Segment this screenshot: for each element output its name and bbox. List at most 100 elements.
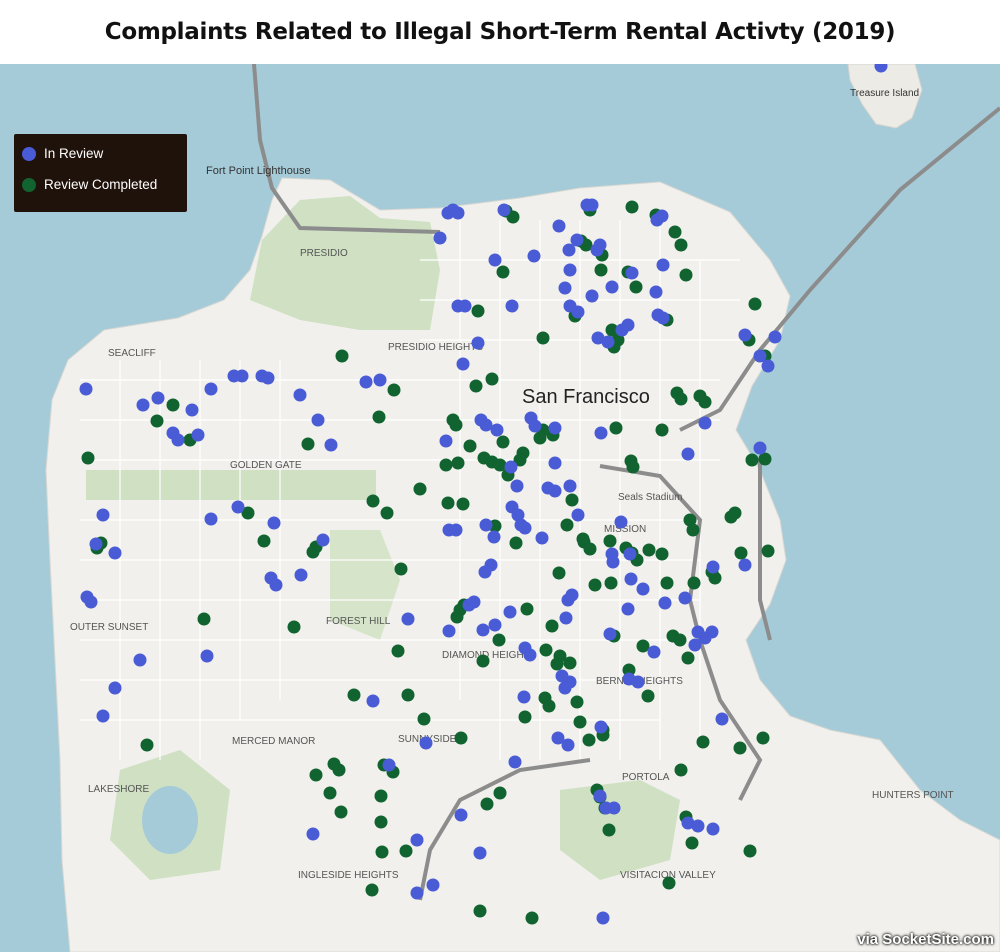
review-completed-point [748, 297, 762, 311]
in-review-point [625, 266, 639, 280]
in-review-point [497, 203, 511, 217]
review-completed-point [563, 656, 577, 670]
in-review-point [267, 516, 281, 530]
in-review-point [503, 605, 517, 619]
review-completed-point [372, 410, 386, 424]
in-review-point [505, 299, 519, 313]
in-review-point [591, 331, 605, 345]
in-review-point [681, 447, 695, 461]
review-completed-point [473, 904, 487, 918]
in-review-point [84, 595, 98, 609]
review-completed-point [380, 506, 394, 520]
label-seals-stadium: Seals Stadium [618, 492, 682, 503]
in-review-point [761, 359, 775, 373]
in-review-point [451, 206, 465, 220]
in-review-point [558, 281, 572, 295]
in-review-point [89, 537, 103, 551]
review-completed-point [454, 731, 468, 745]
in-review-point [558, 681, 572, 695]
in-review-point [678, 591, 692, 605]
review-completed-point [724, 510, 738, 524]
in-review-point [316, 533, 330, 547]
review-completed-point [496, 435, 510, 449]
in-review-point [753, 441, 767, 455]
in-review-point [488, 253, 502, 267]
in-review-point [563, 479, 577, 493]
review-completed-point [758, 452, 772, 466]
review-completed-point [655, 423, 669, 437]
san-francisco-land [45, 177, 1000, 952]
in-review-point [649, 285, 663, 299]
review-completed-point [257, 534, 271, 548]
review-completed-point [696, 735, 710, 749]
in-review-point [108, 681, 122, 695]
in-review-point [698, 416, 712, 430]
review-completed-point [399, 844, 413, 858]
review-completed-point [636, 639, 650, 653]
review-completed-point [450, 610, 464, 624]
review-completed-point [570, 695, 584, 709]
in-review-point [738, 558, 752, 572]
review-completed-point [413, 482, 427, 496]
lake [142, 786, 198, 854]
review-completed-point [626, 460, 640, 474]
in-review-point [511, 508, 525, 522]
review-completed-point [588, 578, 602, 592]
in-review-point [454, 808, 468, 822]
review-completed-point [197, 612, 211, 626]
in-review-point [605, 280, 619, 294]
review-completed-point [401, 688, 415, 702]
in-review-point [621, 602, 635, 616]
review-completed-point [309, 768, 323, 782]
in-review-point [607, 801, 621, 815]
in-review-point [563, 263, 577, 277]
review-completed-point [332, 763, 346, 777]
in-review-point [231, 500, 245, 514]
label-city: San Francisco [522, 386, 650, 408]
in-review-point [487, 530, 501, 544]
in-review-point [571, 508, 585, 522]
in-review-point [306, 827, 320, 841]
in-review-point [479, 518, 493, 532]
in-review-point [623, 547, 637, 561]
legend-item-in-review: In Review [22, 146, 103, 161]
review-completed-point [605, 323, 619, 337]
review-completed-point [655, 547, 669, 561]
review-completed-point [545, 619, 559, 633]
map-title: Complaints Related to Illegal Short-Term… [104, 19, 896, 45]
review-completed-point [509, 536, 523, 550]
review-completed-point [374, 815, 388, 829]
review-completed-point [365, 883, 379, 897]
label-mission: MISSION [604, 524, 646, 535]
legend: In Review Review Completed [14, 134, 187, 212]
in-review-point [647, 645, 661, 659]
in-review-point [359, 375, 373, 389]
review-completed-point [417, 712, 431, 726]
sutro-park [330, 530, 400, 640]
in-review-point [467, 595, 481, 609]
in-review-point [96, 709, 110, 723]
review-completed-point [513, 453, 527, 467]
review-completed-point [662, 876, 676, 890]
review-completed-point [681, 651, 695, 665]
review-completed-point [642, 543, 656, 557]
review-completed-point [525, 911, 539, 925]
review-completed-point [685, 836, 699, 850]
in-review-point [706, 822, 720, 836]
review-completed-point [441, 496, 455, 510]
in-review-point [594, 426, 608, 440]
review-completed-point [536, 331, 550, 345]
label-golden-gate: GOLDEN GATE [230, 460, 302, 471]
review-completed-point [745, 453, 759, 467]
legend-swatch-review-completed [22, 177, 36, 192]
in-review-point [366, 694, 380, 708]
review-completed-point [493, 458, 507, 472]
in-review-point [658, 596, 672, 610]
in-review-point [96, 508, 110, 522]
review-completed-point [476, 654, 490, 668]
in-review-point [324, 438, 338, 452]
in-review-point [874, 64, 888, 73]
review-completed-point [81, 451, 95, 465]
in-review-point [631, 675, 645, 689]
review-completed-point [576, 532, 590, 546]
